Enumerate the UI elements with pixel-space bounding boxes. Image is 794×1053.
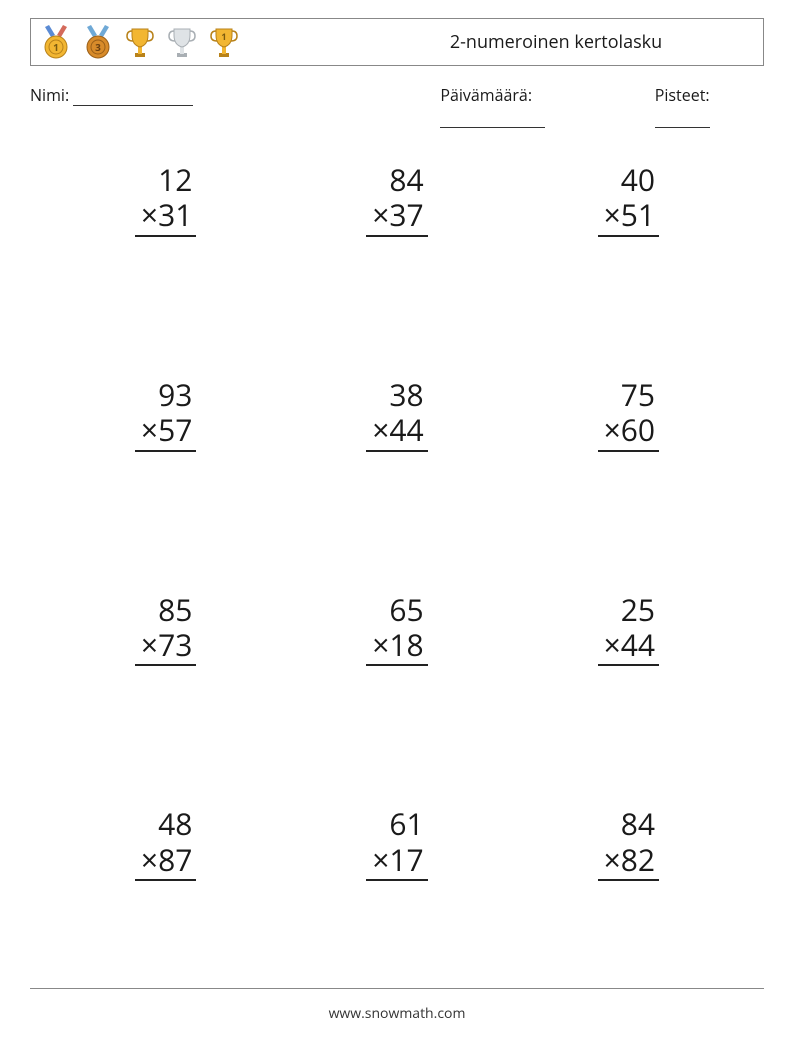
medal-bronze-icon: 3 <box>83 25 113 59</box>
multiplicand: 40 <box>598 162 659 197</box>
multiplier: ×60 <box>598 412 659 451</box>
multiplier: ×73 <box>135 627 196 666</box>
multiplicand: 84 <box>598 806 659 841</box>
name-label: Nimi: <box>30 84 69 106</box>
multiplicand: 25 <box>598 592 659 627</box>
score-label: Pisteet: <box>655 84 710 106</box>
multiplier: ×37 <box>366 197 427 236</box>
svg-text:1: 1 <box>221 30 226 43</box>
multiplicand: 38 <box>366 377 427 412</box>
problem: 84×82 <box>533 806 724 881</box>
problem: 40×51 <box>533 162 724 237</box>
multiplicand: 48 <box>135 806 196 841</box>
problem: 65×18 <box>301 592 492 667</box>
medal-gold-icon: 1 <box>41 25 71 59</box>
trophy-gold-icon <box>125 25 155 59</box>
multiplicand: 75 <box>598 377 659 412</box>
score-blank[interactable] <box>655 110 710 128</box>
multiplier: ×82 <box>598 842 659 881</box>
multiplicand: 12 <box>135 162 196 197</box>
multiplier: ×31 <box>135 197 196 236</box>
footer-divider <box>30 988 764 989</box>
problem: 93×57 <box>70 377 261 452</box>
problem: 25×44 <box>533 592 724 667</box>
problem: 61×17 <box>301 806 492 881</box>
trophy-silver-icon <box>167 25 197 59</box>
date-blank[interactable] <box>440 110 545 128</box>
meta-row: Nimi: Päivämäärä: Pisteet: <box>30 84 764 128</box>
multiplier: ×51 <box>598 197 659 236</box>
svg-text:1: 1 <box>53 40 59 54</box>
trophy-gold-number-icon: 1 <box>209 25 239 59</box>
worksheet-title: 2-numeroinen kertolasku <box>239 30 753 54</box>
footer-text: www.snowmath.com <box>0 1004 794 1023</box>
multiplier: ×18 <box>366 627 427 666</box>
problem-grid: 12×3184×3740×5193×5738×4475×6085×7365×18… <box>30 162 764 881</box>
problem: 84×37 <box>301 162 492 237</box>
name-blank[interactable] <box>73 88 193 106</box>
svg-text:3: 3 <box>95 40 101 54</box>
multiplier: ×87 <box>135 842 196 881</box>
problem: 48×87 <box>70 806 261 881</box>
problem: 75×60 <box>533 377 724 452</box>
multiplicand: 61 <box>366 806 427 841</box>
multiplier: ×44 <box>598 627 659 666</box>
problem: 85×73 <box>70 592 261 667</box>
worksheet-header: 1 3 <box>30 18 764 66</box>
problem: 38×44 <box>301 377 492 452</box>
multiplier: ×57 <box>135 412 196 451</box>
multiplier: ×44 <box>366 412 427 451</box>
multiplicand: 65 <box>366 592 427 627</box>
multiplicand: 84 <box>366 162 427 197</box>
multiplicand: 85 <box>135 592 196 627</box>
trophy-icons: 1 3 <box>41 25 239 59</box>
multiplier: ×17 <box>366 842 427 881</box>
date-label: Päivämäärä: <box>440 84 532 106</box>
problem: 12×31 <box>70 162 261 237</box>
multiplicand: 93 <box>135 377 196 412</box>
